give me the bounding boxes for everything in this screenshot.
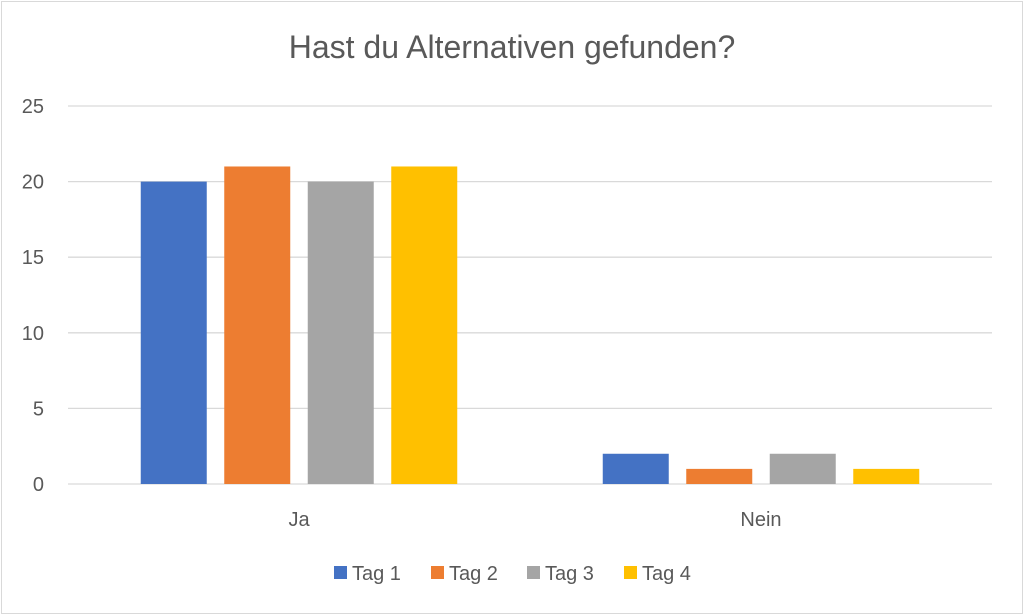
bar-nein-tag-1 (602, 453, 669, 484)
bar-ja-tag-3 (307, 181, 374, 484)
bar-ja-tag-1 (140, 181, 207, 484)
legend-label: Tag 3 (545, 563, 594, 585)
bar-nein-tag-4 (853, 468, 920, 484)
legend: Tag 1 Tag 2 Tag 3 Tag 4 (334, 563, 691, 585)
legend-swatch (527, 566, 540, 579)
x-axis-labels: Ja Nein (288, 509, 781, 531)
legend-swatch (624, 566, 637, 579)
x-category-label: Nein (740, 509, 781, 531)
chart-title: Hast du Alternativen gefunden? (289, 29, 736, 65)
bars (140, 166, 920, 485)
bar-ja-tag-4 (391, 166, 458, 485)
legend-swatch (431, 566, 444, 579)
legend-label: Tag 4 (642, 563, 691, 585)
legend-label: Tag 1 (352, 563, 401, 585)
legend-swatch (334, 566, 347, 579)
y-tick-label: 25 (22, 96, 44, 118)
gridlines (68, 105, 992, 485)
bar-nein-tag-3 (769, 453, 836, 484)
y-tick-label: 5 (33, 398, 44, 420)
y-tick-label: 10 (22, 323, 44, 345)
legend-label: Tag 2 (449, 563, 498, 585)
x-category-label: Ja (288, 509, 310, 531)
y-tick-label: 20 (22, 172, 44, 194)
bar-ja-tag-2 (224, 166, 291, 485)
y-tick-label: 0 (33, 474, 44, 496)
y-tick-label: 15 (22, 247, 44, 269)
bar-nein-tag-2 (686, 468, 753, 484)
y-axis-ticks: 0 5 10 15 20 25 (22, 96, 44, 496)
